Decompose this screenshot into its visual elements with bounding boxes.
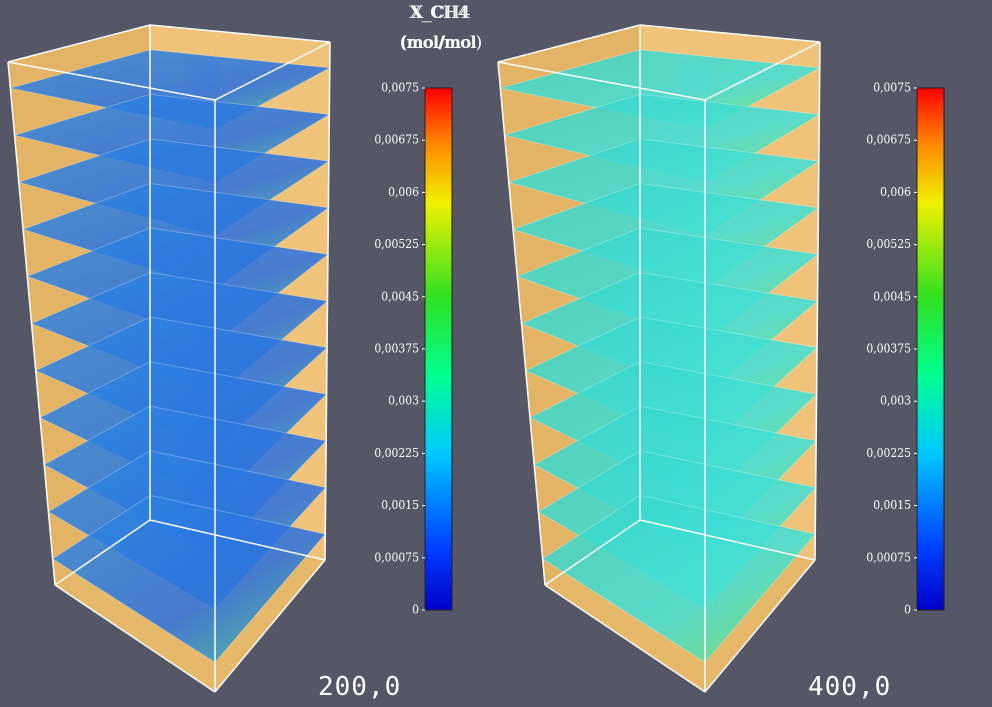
time-label: 200,0 (318, 672, 401, 702)
colorbar-unit: (mol/mol) (400, 33, 483, 53)
colorbar-tick-label: 0,00075 (866, 550, 911, 564)
colorbar-tick-label: 0,003 (388, 394, 419, 408)
colorbar-tick-label: 0,006 (880, 185, 911, 199)
colorbar-tick-label: 0,00225 (866, 446, 911, 460)
colorbar-tick-label: 0,0045 (873, 289, 911, 303)
colorbar-tick-label: 0,0075 (873, 81, 911, 95)
colorbar-tick-label: 0,00375 (866, 342, 911, 356)
colorbar-title: X_CH4 (411, 3, 470, 23)
colorbar-tick-label: 0,0015 (873, 498, 911, 512)
colorbar-tick-label: 0,00675 (866, 133, 911, 147)
colorbar (917, 88, 944, 610)
colorbar-tick-label: 0,003 (880, 394, 911, 408)
colorbar-tick-label: 0,0075 (381, 81, 419, 95)
panel: 0 0,00075 0,0015 0,00225 0,003 0,00375 0,0045 0… (8, 25, 452, 702)
colorbar-tick-label: 0,00525 (866, 237, 911, 251)
time-label: 400,0 (808, 672, 891, 702)
viewport: 0 0,00075 0,0015 0,00225 0,003 0,00375 0,0045 0… (0, 0, 992, 707)
colorbar-tick-label: 0,00675 (374, 133, 419, 147)
colorbar-tick-label: 0,00375 (374, 342, 419, 356)
colorbar-tick-label: 0 (904, 603, 911, 617)
panel: 0 0,00075 0,0015 0,00225 0,003 0,00375 0,0045 0… (498, 25, 944, 702)
colorbar-tick-label: 0,006 (388, 185, 419, 199)
colorbar-tick-label: 0,0045 (381, 289, 419, 303)
colorbar-tick-label: 0,00075 (374, 550, 419, 564)
scene: 0 0,00075 0,0015 0,00225 0,003 0,00375 0,0045 0… (8, 3, 944, 702)
colorbar-tick-label: 0,00225 (374, 446, 419, 460)
colorbar-tick-label: 0 (412, 603, 419, 617)
colorbar (425, 88, 452, 610)
colorbar-tick-label: 0,00525 (374, 237, 419, 251)
colorbar-tick-label: 0,0015 (381, 498, 419, 512)
